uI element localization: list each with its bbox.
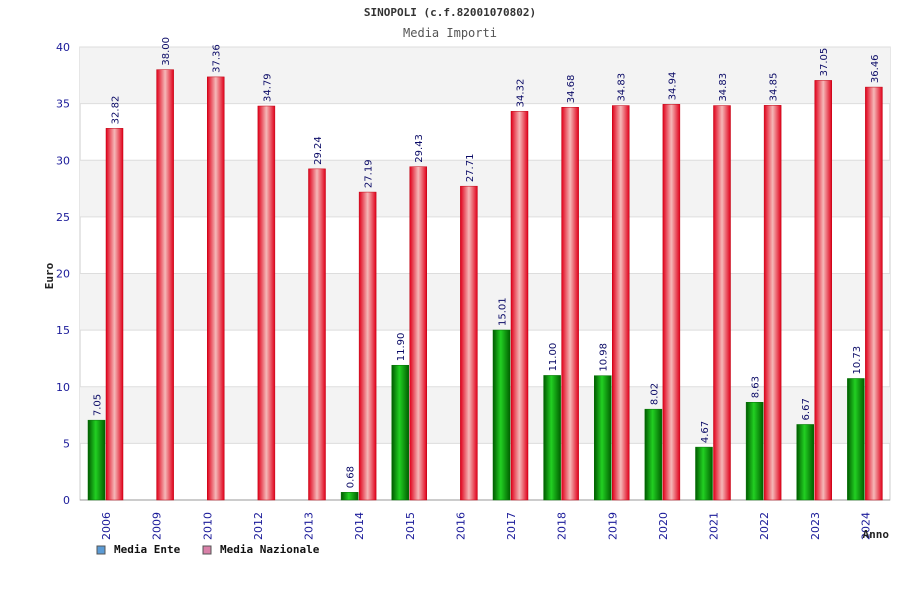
bar-media-nazionale — [510, 111, 529, 501]
bar-media-nazionale — [156, 69, 174, 501]
data-label: 10.73 — [852, 346, 863, 375]
x-tick-label: 2015 — [404, 512, 417, 540]
bar-media-nazionale — [207, 76, 225, 501]
bar-media-nazionale — [662, 104, 681, 501]
y-tick-label: 30 — [56, 154, 70, 167]
data-label: 8.02 — [649, 383, 660, 405]
data-label: 11.90 — [396, 333, 407, 362]
y-tick-label: 35 — [56, 98, 70, 111]
data-label: 8.63 — [751, 376, 762, 398]
data-label: 34.68 — [566, 75, 577, 104]
x-tick-label: 2009 — [151, 512, 164, 540]
data-label: 15.01 — [498, 297, 509, 326]
data-label: 29.43 — [414, 134, 425, 163]
data-label: 4.67 — [700, 421, 711, 443]
x-tick-label: 2019 — [606, 512, 619, 540]
bar-media-nazionale — [865, 86, 883, 501]
data-label: 34.94 — [667, 72, 678, 101]
bar-media-ente — [644, 408, 663, 501]
bar-media-nazionale — [561, 106, 579, 501]
bar-media-ente — [492, 329, 511, 501]
bar-media-ente — [543, 375, 561, 501]
bar-media-ente — [594, 375, 612, 501]
data-label: 34.83 — [718, 73, 729, 102]
y-tick-label: 25 — [56, 211, 70, 224]
data-label: 34.85 — [769, 73, 780, 102]
bar-media-ente — [695, 446, 713, 501]
data-label: 10.98 — [599, 343, 610, 372]
data-label: 32.82 — [111, 96, 122, 125]
bar-media-ente — [391, 364, 409, 501]
bar-media-ente — [87, 419, 106, 501]
y-axis-label: Euro — [43, 262, 56, 289]
bar-media-nazionale — [814, 80, 832, 501]
legend: Media Ente Media Nazionale — [96, 543, 320, 556]
x-tick-label: 2021 — [708, 512, 721, 540]
data-label: 29.24 — [313, 136, 324, 165]
data-label: 37.05 — [819, 48, 830, 77]
x-axis-label: Anno — [863, 528, 890, 541]
legend-swatch-media-ente — [96, 545, 106, 555]
data-label: 38.00 — [161, 37, 172, 66]
x-tick-label: 2020 — [657, 512, 670, 540]
y-tick-labels: 0 5 10 15 20 25 30 35 40 — [56, 41, 70, 507]
data-label: 27.19 — [364, 159, 375, 188]
x-tick-label: 2006 — [100, 512, 113, 540]
legend-label-media-nazionale: Media Nazionale — [220, 543, 320, 556]
bars-group — [87, 69, 883, 501]
bar-media-ente — [745, 402, 764, 501]
bar-media-nazionale — [763, 105, 782, 501]
bar-media-ente — [340, 492, 359, 501]
data-label: 27.71 — [465, 154, 476, 183]
x-tick-label: 2014 — [353, 512, 366, 540]
bar-media-nazionale — [460, 185, 478, 501]
y-tick-label: 15 — [56, 324, 70, 337]
bar-media-nazionale — [713, 105, 731, 501]
data-label: 34.79 — [262, 73, 273, 102]
bar-media-ente — [847, 378, 865, 501]
data-label: 11.00 — [548, 343, 559, 372]
y-tick-label: 40 — [56, 41, 70, 54]
bar-media-nazionale — [308, 168, 326, 501]
x-tick-label: 2012 — [252, 512, 265, 540]
x-tick-label: 2018 — [556, 512, 569, 540]
data-label: 0.68 — [346, 466, 357, 488]
data-label: 34.32 — [516, 79, 527, 108]
data-label: 6.67 — [801, 398, 812, 420]
y-tick-label: 5 — [63, 437, 70, 450]
data-label: 37.36 — [212, 44, 223, 73]
data-label: 7.05 — [93, 394, 104, 416]
legend-swatch-media-nazionale — [202, 545, 212, 555]
bar-media-nazionale — [257, 105, 276, 501]
y-tick-label: 0 — [63, 494, 70, 507]
chart-subtitle: Media Importi — [403, 26, 497, 40]
data-label: 36.46 — [870, 54, 881, 83]
x-tick-label: 2022 — [758, 512, 771, 540]
y-tick-label: 20 — [56, 268, 70, 281]
bar-media-nazionale — [612, 105, 630, 501]
bar-media-ente — [796, 424, 814, 501]
x-tick-label: 2024 — [859, 512, 872, 540]
bar-media-nazionale — [358, 191, 377, 501]
y-tick-label: 10 — [56, 381, 70, 394]
bar-media-nazionale — [409, 166, 427, 501]
data-label: 34.83 — [617, 73, 628, 102]
x-tick-label: 2016 — [454, 512, 467, 540]
x-tick-label: 2010 — [201, 512, 214, 540]
x-tick-label: 2017 — [505, 512, 518, 540]
bar-media-nazionale — [105, 128, 124, 501]
legend-label-media-ente: Media Ente — [114, 543, 181, 556]
data-labels-group: 7.05 32.82 38.00 37.36 34.79 29.24 0.68 27.19 11… — [93, 37, 881, 488]
x-tick-label: 2013 — [303, 512, 316, 540]
chart-title: SINOPOLI (c.f.82001070802) — [364, 6, 536, 19]
x-tick-labels: 2006 2009 2010 2012 2013 2014 2015 2016 2017 2018… — [100, 512, 872, 540]
x-tick-label: 2023 — [809, 512, 822, 540]
